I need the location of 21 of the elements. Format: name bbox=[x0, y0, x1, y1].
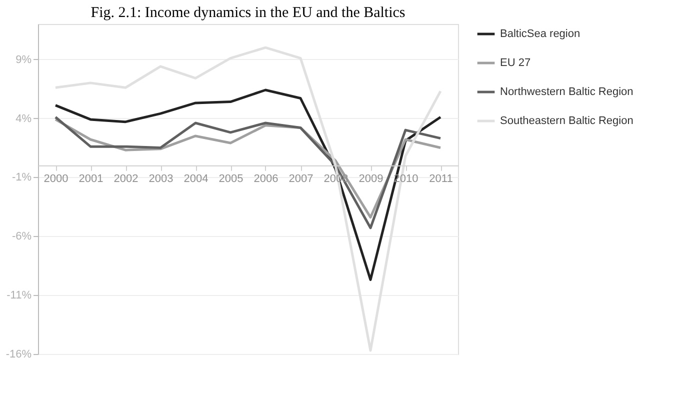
legend-label: Northwestern Baltic Region bbox=[500, 86, 634, 98]
x-tick-label: 2003 bbox=[148, 172, 174, 185]
x-tick-label: 2011 bbox=[429, 172, 453, 185]
x-tick-label: 2004 bbox=[184, 172, 208, 185]
legend-label: Southeastern Baltic Region bbox=[500, 115, 634, 127]
y-tick-label: 9% bbox=[16, 54, 32, 66]
x-tick-label: 2000 bbox=[44, 172, 68, 185]
y-tick-label: -1% bbox=[12, 172, 32, 184]
chart-title: Fig. 2.1: Income dynamics in the EU and the Baltics bbox=[90, 5, 406, 21]
legend-label: BalticSea region bbox=[500, 28, 580, 40]
y-tick-label: -11% bbox=[6, 290, 32, 302]
y-tick-label: -16% bbox=[6, 348, 32, 360]
x-tick-label: 2001 bbox=[78, 172, 104, 185]
y-tick-label: -6% bbox=[12, 230, 32, 243]
x-tick-label: 2007 bbox=[288, 172, 314, 185]
legend-label: EU 27 bbox=[500, 57, 531, 69]
x-tick-label: 2009 bbox=[358, 172, 384, 185]
x-tick-label: 2006 bbox=[254, 172, 278, 185]
x-tick-label: 2005 bbox=[218, 172, 244, 185]
y-tick-label: 4% bbox=[16, 112, 32, 125]
x-tick-label: 2002 bbox=[114, 172, 138, 185]
